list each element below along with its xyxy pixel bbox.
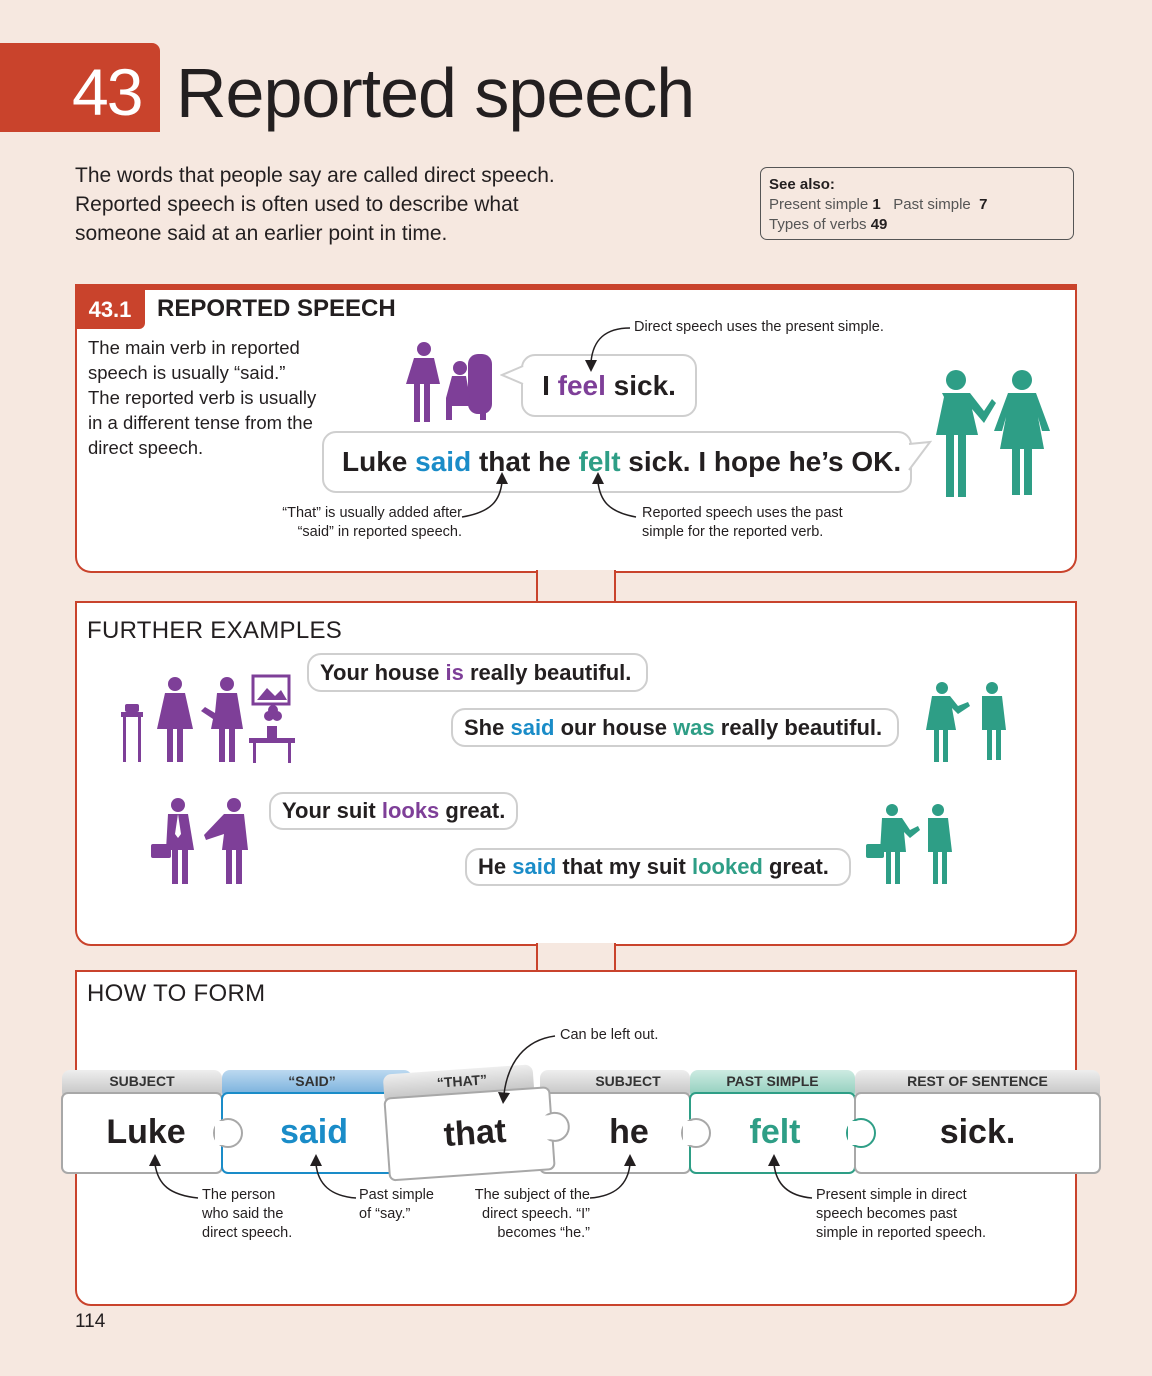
verb-present: looks <box>381 798 440 823</box>
example1-reported-bubble: She said our house was really beautiful. <box>451 708 899 747</box>
verb-past: was <box>673 715 715 740</box>
bubble-text: Your suit <box>282 798 382 823</box>
see-also-num: 49 <box>870 216 888 233</box>
couple-illustration <box>926 682 1006 762</box>
note-past-say: Past simple of “say.” <box>359 1187 434 1222</box>
piece-label-said: “SAID” <box>288 1073 336 1089</box>
bubble-text: He <box>478 854 513 879</box>
businessmen-illustration <box>151 798 248 884</box>
see-also-num: 7 <box>979 196 988 213</box>
example2-direct-bubble: Your suit looks great. <box>269 792 518 830</box>
example2-reported-bubble: He said that my suit looked great. <box>465 848 851 886</box>
bubble-text: Luke <box>342 446 416 477</box>
see-also-item[interactable]: Past simple <box>893 196 971 213</box>
bubble-text: great. <box>439 798 506 823</box>
note-past-simple: Reported speech uses the past simple for… <box>642 505 843 540</box>
note-subject: The subject of the direct speech. “I” be… <box>474 1187 590 1241</box>
bubble-text: sick. I hope he’s OK. <box>620 446 902 477</box>
see-also-item[interactable]: Types of verbs <box>769 216 867 233</box>
bubble-text: that he <box>471 446 579 477</box>
piece-word: Luke <box>106 1113 186 1151</box>
annotation-arrows <box>461 327 637 518</box>
intro-text: The words that people say are called dir… <box>75 164 555 245</box>
bubble-text: sick. <box>605 370 676 401</box>
panel-connector <box>536 570 616 604</box>
bubble-text: that my suit <box>556 854 692 879</box>
bubble-tail <box>500 365 524 385</box>
bubble-text: really beautiful. <box>714 715 883 740</box>
piece-label-subject: SUBJECT <box>595 1073 661 1089</box>
bubble-tail <box>908 440 932 471</box>
page-title: Reported speech <box>176 54 695 132</box>
bubble-text: Your house <box>320 660 446 685</box>
see-also-num: 1 <box>872 196 881 213</box>
panel-reported-speech <box>75 284 1077 573</box>
bubble-text: I <box>542 370 558 401</box>
piece-label-past-simple: PAST SIMPLE <box>726 1073 819 1089</box>
verb-present: feel <box>557 370 606 401</box>
chapter-number: 43 <box>72 55 143 129</box>
see-also-label: See also: <box>769 176 835 193</box>
bubble-text: our house <box>554 715 674 740</box>
note-direct-speech: Direct speech uses the present simple. <box>634 319 884 335</box>
house-visitors-illustration <box>121 674 295 763</box>
section-title: REPORTED SPEECH <box>157 295 396 322</box>
form-annotation-arrows <box>149 1035 813 1199</box>
verb-said: said <box>510 715 555 740</box>
chapter-number-box <box>0 43 160 132</box>
piece-label-subject: SUBJECT <box>109 1073 175 1089</box>
bubble-text: She <box>464 715 511 740</box>
see-also-item[interactable]: Present simple <box>769 196 869 213</box>
page-number: 114 <box>75 1311 106 1332</box>
reported-speech-bubble: Luke said that he felt sick. I hope he’s… <box>322 431 912 493</box>
verb-present: is <box>445 660 464 685</box>
note-that: “That” is usually added after “said” in … <box>282 505 462 540</box>
piece-word: sick. <box>939 1113 1016 1151</box>
note-person: The person who said the direct speech. <box>202 1187 293 1241</box>
how-to-form-label: HOW TO FORM <box>87 980 266 1007</box>
two-women-illustration <box>936 370 1050 497</box>
puzzle-pieces <box>61 1064 1101 1182</box>
bubble-text: really beautiful. <box>463 660 632 685</box>
verb-said: said <box>415 446 472 477</box>
note-can-be-left-out: Can be left out. <box>560 1027 659 1043</box>
note-present-simple: Present simple in direct speech becomes … <box>816 1187 987 1241</box>
piece-word: he <box>609 1113 649 1151</box>
section-tag: 43.1 <box>75 289 145 329</box>
verb-said: said <box>512 854 557 879</box>
piece-word-felt: felt <box>749 1113 801 1151</box>
panel-connector <box>536 943 616 973</box>
see-also-box: See also: Present simple 1 Past simple 7… <box>760 167 1074 240</box>
sick-man-illustration <box>406 342 492 422</box>
direct-speech-bubble: I feel sick. <box>521 354 697 417</box>
verb-past: felt <box>578 446 621 477</box>
man-woman-illustration <box>866 804 952 884</box>
piece-word-said: said <box>279 1113 349 1151</box>
verb-past: looked <box>691 854 763 879</box>
example1-direct-bubble: Your house is really beautiful. <box>307 653 648 692</box>
bubble-text: great. <box>762 854 829 879</box>
piece-label-rest: REST OF SENTENCE <box>907 1073 1048 1089</box>
section-description: The main verb in reported speech is usua… <box>88 337 317 458</box>
further-examples-label: FURTHER EXAMPLES <box>87 617 343 644</box>
